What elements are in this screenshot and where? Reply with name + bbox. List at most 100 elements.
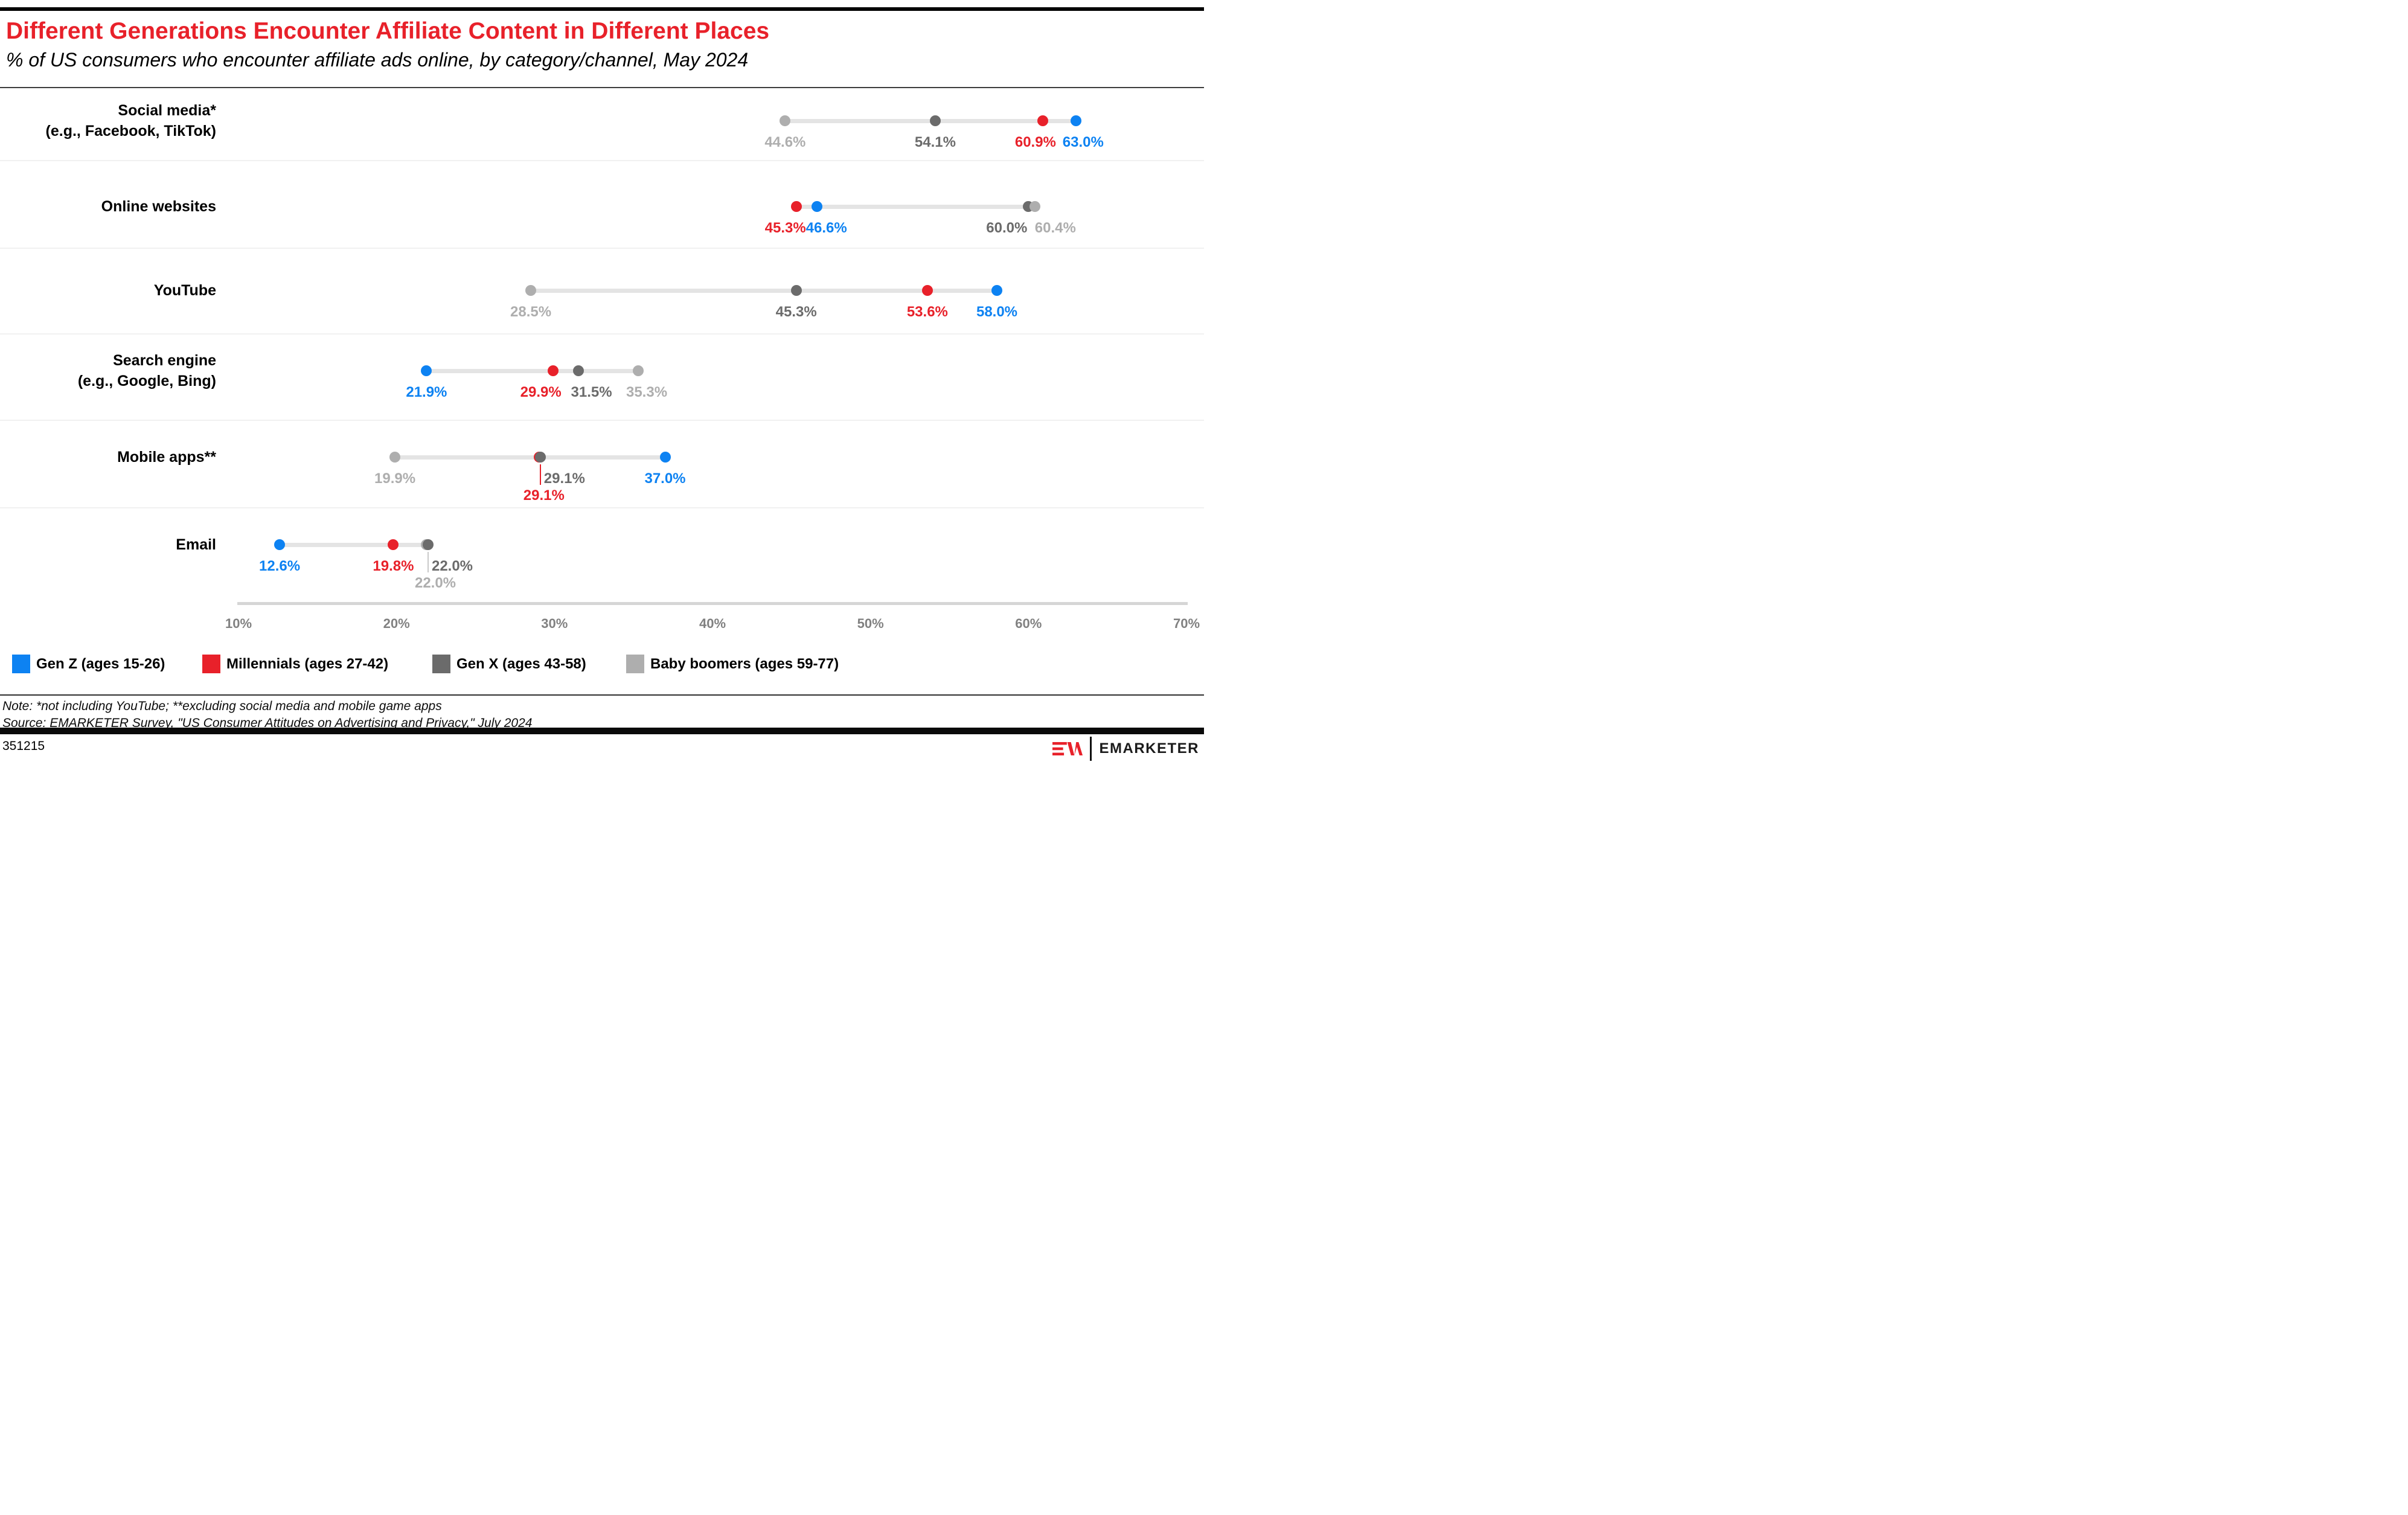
value-label-boomers: 22.0% — [414, 575, 456, 591]
category-label: YouTube — [0, 280, 216, 301]
connector-line — [531, 289, 997, 293]
value-label-genz: 46.6% — [805, 220, 847, 236]
dot-boomers — [525, 285, 537, 296]
dot-genz — [991, 285, 1002, 296]
category-label-line: (e.g., Facebook, TikTok) — [45, 123, 216, 139]
x-axis-line — [237, 602, 1188, 605]
value-label-millennials: 45.3% — [764, 220, 806, 236]
dot-genx — [929, 115, 941, 126]
chart-row-6: Email 12.6% 19.8% 22.0% 22.0% — [0, 508, 1204, 603]
value-label-millennials: 29.9% — [520, 384, 562, 400]
connector-line — [426, 369, 638, 373]
connector-line — [395, 455, 665, 460]
chart-row-5: Mobile apps** 19.9% 29.1% 29.1% 37.0% — [0, 421, 1204, 508]
category-label-line: Online websites — [101, 198, 216, 215]
legend-label-genx: Gen X (ages 43-58) — [456, 655, 586, 672]
value-label-genx: 54.1% — [914, 134, 956, 150]
chart-header: Different Generations Encounter Affiliat… — [6, 18, 1198, 71]
dot-genx — [534, 452, 546, 463]
axis-tick-label: 60% — [1015, 616, 1042, 631]
legend-item-genz: Gen Z (ages 15-26) — [12, 655, 165, 673]
category-label-line: YouTube — [153, 282, 216, 299]
dot-millennials — [388, 539, 399, 550]
value-label-millennials: 53.6% — [906, 304, 948, 320]
category-label-line: Search engine — [113, 352, 216, 369]
dot-genx — [572, 365, 584, 376]
connector-line — [280, 543, 428, 547]
value-label-boomers: 35.3% — [626, 384, 668, 400]
footnotes: Note: *not including YouTube; **excludin… — [2, 698, 532, 732]
dot-genz — [811, 201, 822, 212]
legend-label-millennials: Millennials (ages 27-42) — [226, 655, 389, 672]
dot-boomers — [1029, 201, 1040, 212]
value-label-genz: 12.6% — [259, 558, 301, 574]
page-subtitle: % of US consumers who encounter affiliat… — [6, 48, 749, 71]
chart-row-1: Social media* (e.g., Facebook, TikTok) 44.… — [0, 88, 1204, 161]
chart-id: 351215 — [2, 739, 45, 753]
page-title: Different Generations Encounter Affiliat… — [6, 18, 770, 44]
dot-plot: Social media* (e.g., Facebook, TikTok) 44.… — [0, 88, 1204, 603]
dot-millennials — [790, 201, 802, 212]
value-label-boomers: 28.5% — [510, 304, 552, 320]
bottom-black-bar — [0, 728, 1204, 734]
legend-swatch-millennials — [202, 655, 220, 673]
legend-item-millennials: Millennials (ages 27-42) — [202, 655, 388, 673]
value-label-genz: 58.0% — [976, 304, 1018, 320]
dot-millennials — [547, 365, 559, 376]
dot-millennials — [1037, 115, 1048, 126]
value-label-genx: 22.0% — [431, 558, 473, 574]
value-label-genz: 63.0% — [1062, 134, 1104, 150]
axis-tick-label: 70% — [1173, 616, 1200, 631]
logo-divider — [1090, 737, 1092, 761]
value-label-genx: 29.1% — [543, 470, 585, 487]
legend-label-genz: Gen Z (ages 15-26) — [36, 655, 165, 672]
value-label-genz: 37.0% — [644, 470, 686, 487]
label-leader-line — [427, 552, 429, 572]
value-label-boomers: 60.4% — [1034, 220, 1076, 236]
dot-genx — [790, 285, 802, 296]
dot-genz — [659, 452, 671, 463]
category-label: Social media* (e.g., Facebook, TikTok) — [0, 100, 216, 141]
legend-swatch-boomers — [626, 655, 644, 673]
x-axis: 10% 20% 30% 40% 50% 60% 70% — [0, 602, 1204, 638]
label-leader-line — [539, 464, 541, 485]
emarketer-logo: EMARKETER — [1052, 737, 1199, 761]
category-label-line: Social media* — [118, 102, 216, 119]
dot-genz — [274, 539, 286, 550]
chart-row-3: YouTube 28.5% 45.3% 53.6% 58.0% — [0, 249, 1204, 335]
legend: Gen Z (ages 15-26) Millennials (ages 27-4… — [0, 655, 1204, 675]
axis-tick-label: 10% — [225, 616, 252, 631]
category-label-line: Mobile apps** — [117, 449, 216, 466]
dot-genz — [421, 365, 432, 376]
value-label-genx: 60.0% — [986, 220, 1028, 236]
em-logo-mark — [1052, 741, 1083, 756]
dot-millennials — [921, 285, 933, 296]
chart-row-4: Search engine (e.g., Google, Bing) 21.9% 29… — [0, 335, 1204, 421]
value-label-boomers: 44.6% — [764, 134, 806, 150]
category-label-line: (e.g., Google, Bing) — [77, 373, 216, 389]
dot-boomers — [780, 115, 791, 126]
legend-swatch-genx — [432, 655, 450, 673]
category-label: Online websites — [0, 196, 216, 217]
legend-divider-line — [0, 694, 1204, 696]
category-label-line: Email — [176, 536, 216, 553]
category-label: Search engine (e.g., Google, Bing) — [0, 350, 216, 391]
note-text: Note: *not including YouTube; **excludin… — [2, 699, 442, 713]
top-black-bar — [0, 7, 1204, 11]
value-label-genx: 31.5% — [571, 384, 612, 400]
header-divider-line — [0, 87, 1204, 88]
axis-tick-label: 20% — [383, 616, 410, 631]
chart-row-2: Online websites 45.3% 46.6% 60.0% 60.4% — [0, 161, 1204, 249]
dot-genx — [423, 539, 434, 550]
dot-genz — [1070, 115, 1081, 126]
value-label-genx: 45.3% — [775, 304, 817, 320]
connector-line — [796, 205, 1035, 209]
value-label-millennials: 29.1% — [523, 487, 565, 504]
legend-swatch-genz — [12, 655, 30, 673]
legend-label-boomers: Baby boomers (ages 59-77) — [650, 655, 839, 672]
brand-name: EMARKETER — [1099, 740, 1199, 757]
axis-tick-label: 40% — [699, 616, 726, 631]
axis-tick-label: 50% — [857, 616, 884, 631]
value-label-millennials: 60.9% — [1014, 134, 1056, 150]
dot-boomers — [633, 365, 644, 376]
